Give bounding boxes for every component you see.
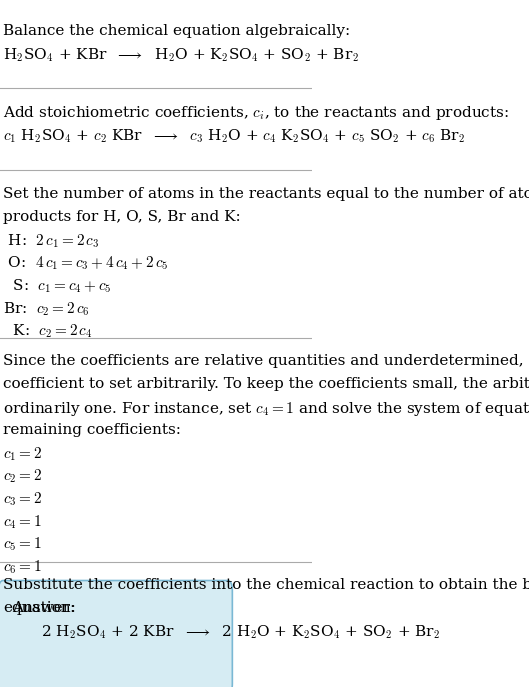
Text: Add stoichiometric coefficients, $c_i$, to the reactants and products:: Add stoichiometric coefficients, $c_i$, … bbox=[3, 104, 509, 122]
Text: Balance the chemical equation algebraically:: Balance the chemical equation algebraica… bbox=[3, 24, 350, 38]
Text: 2 H$_2$SO$_4$ + 2 KBr  $\longrightarrow$  2 H$_2$O + K$_2$SO$_4$ + SO$_2$ + Br$_: 2 H$_2$SO$_4$ + 2 KBr $\longrightarrow$ … bbox=[13, 624, 441, 642]
Text: O:  $4\,c_1 = c_3 + 4\,c_4 + 2\,c_5$: O: $4\,c_1 = c_3 + 4\,c_4 + 2\,c_5$ bbox=[3, 255, 169, 273]
Text: $c_5 = 1$: $c_5 = 1$ bbox=[3, 536, 42, 554]
Text: $c_1$ H$_2$SO$_4$ + $c_2$ KBr  $\longrightarrow$  $c_3$ H$_2$O + $c_4$ K$_2$SO$_: $c_1$ H$_2$SO$_4$ + $c_2$ KBr $\longrigh… bbox=[3, 127, 466, 145]
Text: equation:: equation: bbox=[3, 601, 76, 615]
Text: H$_2$SO$_4$ + KBr  $\longrightarrow$  H$_2$O + K$_2$SO$_4$ + SO$_2$ + Br$_2$: H$_2$SO$_4$ + KBr $\longrightarrow$ H$_2… bbox=[3, 47, 359, 65]
Text: K:  $c_2 = 2\,c_4$: K: $c_2 = 2\,c_4$ bbox=[3, 323, 93, 341]
Text: $c_3 = 2$: $c_3 = 2$ bbox=[3, 491, 42, 508]
Text: products for H, O, S, Br and K:: products for H, O, S, Br and K: bbox=[3, 210, 241, 223]
Text: Substitute the coefficients into the chemical reaction to obtain the balanced: Substitute the coefficients into the che… bbox=[3, 578, 529, 592]
Text: S:  $c_1 = c_4 + c_5$: S: $c_1 = c_4 + c_5$ bbox=[3, 278, 112, 295]
Text: Since the coefficients are relative quantities and underdetermined, choose a: Since the coefficients are relative quan… bbox=[3, 354, 529, 368]
Text: $c_2 = 2$: $c_2 = 2$ bbox=[3, 468, 42, 486]
Text: Br:  $c_2 = 2\,c_6$: Br: $c_2 = 2\,c_6$ bbox=[3, 300, 90, 318]
Text: $c_4 = 1$: $c_4 = 1$ bbox=[3, 513, 42, 531]
Text: H:  $2\,c_1 = 2\,c_3$: H: $2\,c_1 = 2\,c_3$ bbox=[3, 232, 99, 250]
FancyBboxPatch shape bbox=[0, 581, 232, 687]
Text: Set the number of atoms in the reactants equal to the number of atoms in the: Set the number of atoms in the reactants… bbox=[3, 187, 529, 201]
Text: remaining coefficients:: remaining coefficients: bbox=[3, 423, 181, 436]
Text: $c_6 = 1$: $c_6 = 1$ bbox=[3, 559, 42, 576]
Text: ordinarily one. For instance, set $c_4 = 1$ and solve the system of equations fo: ordinarily one. For instance, set $c_4 =… bbox=[3, 400, 529, 418]
Text: Answer:: Answer: bbox=[13, 601, 76, 615]
Text: coefficient to set arbitrarily. To keep the coefficients small, the arbitrary va: coefficient to set arbitrarily. To keep … bbox=[3, 377, 529, 391]
Text: $c_1 = 2$: $c_1 = 2$ bbox=[3, 445, 42, 463]
